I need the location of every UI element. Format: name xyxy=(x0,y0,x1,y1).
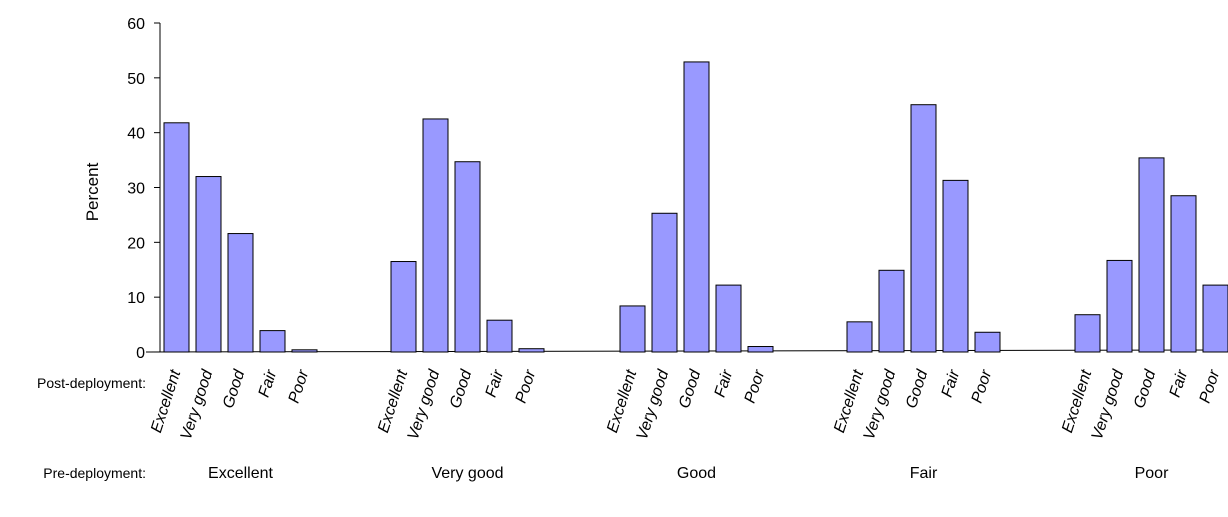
bar xyxy=(227,233,254,353)
category-label: Fair xyxy=(256,367,281,399)
category-label: Fair xyxy=(939,367,964,399)
bar xyxy=(195,176,222,353)
category-label: Fair xyxy=(712,367,737,399)
category-label: Excellent xyxy=(375,367,411,435)
pre-deployment-row-label: Pre-deployment: xyxy=(43,465,146,481)
group-label: Fair xyxy=(910,465,938,482)
category-label: Excellent xyxy=(148,367,184,435)
bar xyxy=(291,349,318,353)
bar xyxy=(486,319,513,353)
bar xyxy=(1106,259,1133,353)
category-label: Very good xyxy=(1089,367,1128,442)
group-label: Very good xyxy=(431,465,503,482)
bar xyxy=(1074,314,1101,353)
category-label: Fair xyxy=(483,367,508,399)
group-label: Excellent xyxy=(208,465,273,482)
category-label: Poor xyxy=(742,367,769,405)
category-label: Excellent xyxy=(831,367,867,435)
y-tick-label: 50 xyxy=(127,71,145,88)
bar xyxy=(910,104,937,353)
group-label: Good xyxy=(677,465,716,482)
y-tick-label: 10 xyxy=(127,290,145,307)
bars xyxy=(163,61,1228,353)
category-label: Excellent xyxy=(604,367,640,435)
bar xyxy=(651,212,678,353)
bar xyxy=(846,321,873,353)
category-label: Very good xyxy=(861,367,900,442)
bar xyxy=(974,331,1001,353)
bar xyxy=(390,261,417,353)
category-label: Excellent xyxy=(1059,367,1095,435)
bar xyxy=(715,284,742,353)
category-label: Good xyxy=(220,367,249,411)
category-label: Poor xyxy=(1197,367,1224,405)
bar xyxy=(1202,284,1228,353)
category-label: Very good xyxy=(405,367,444,442)
bar xyxy=(878,269,905,353)
bar xyxy=(619,305,646,353)
y-tick-label: 60 xyxy=(127,16,145,33)
category-label: Good xyxy=(903,367,932,411)
bar xyxy=(747,346,774,353)
bar xyxy=(163,122,190,353)
group-label: Poor xyxy=(1135,465,1169,482)
y-tick-label: 20 xyxy=(127,235,145,252)
category-label: Poor xyxy=(969,367,996,405)
bar xyxy=(518,348,545,353)
post-deployment-row-label: Post-deployment: xyxy=(37,375,146,391)
y-axis-title: Percent xyxy=(83,162,102,221)
bar xyxy=(422,118,449,353)
y-tick-label: 30 xyxy=(127,181,145,198)
bar xyxy=(1170,195,1197,353)
y-tick-label: 0 xyxy=(136,345,145,362)
category-label: Fair xyxy=(1167,367,1192,399)
category-label: Very good xyxy=(178,367,217,442)
category-label: Poor xyxy=(286,367,313,405)
bar xyxy=(942,179,969,353)
bar xyxy=(259,330,286,353)
category-label: Very good xyxy=(634,367,673,442)
category-label: Good xyxy=(1131,367,1160,411)
category-label: Good xyxy=(676,367,705,411)
y-tick-label: 40 xyxy=(127,126,145,143)
category-label: Poor xyxy=(513,367,540,405)
bar xyxy=(1138,157,1165,353)
bar xyxy=(454,161,481,353)
bar xyxy=(683,61,710,353)
category-label: Good xyxy=(447,367,476,411)
